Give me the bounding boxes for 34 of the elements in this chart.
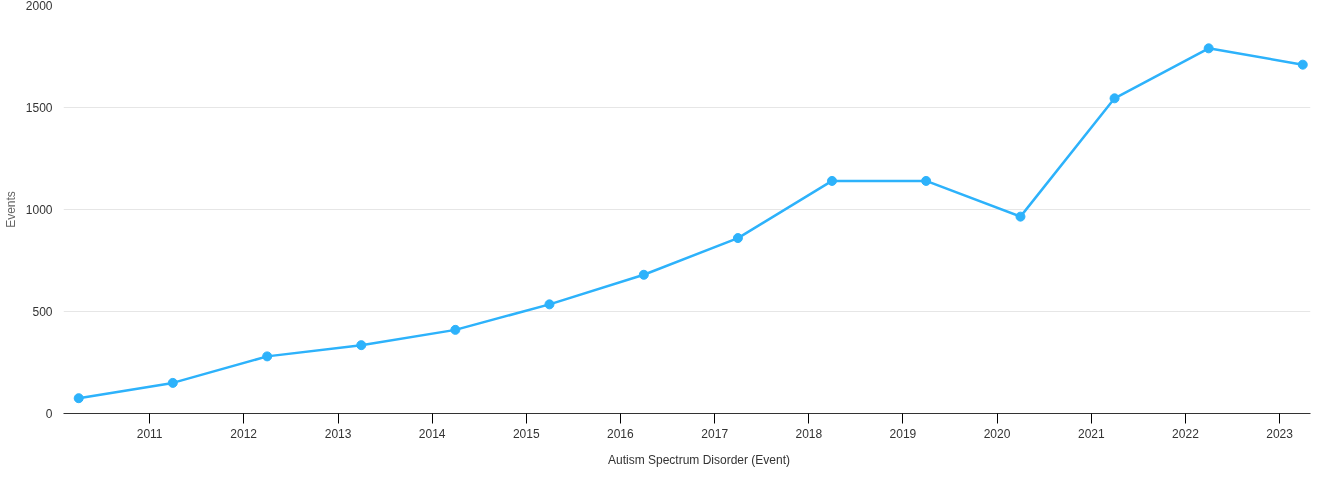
x-tick-label: 2013 bbox=[324, 426, 352, 441]
x-tick-label: 2021 bbox=[1078, 426, 1106, 441]
point bbox=[544, 299, 555, 310]
point bbox=[356, 340, 367, 351]
y-tick-label: 1000 bbox=[25, 203, 53, 217]
x-tick-label: 2018 bbox=[795, 426, 823, 441]
y-tick-label: 500 bbox=[32, 305, 53, 319]
x-tick-label: 2017 bbox=[701, 426, 729, 441]
point bbox=[262, 351, 273, 362]
x-tick-label: 2014 bbox=[418, 426, 446, 441]
y-tick-label: 2000 bbox=[25, 0, 53, 13]
x-tick-label: 2011 bbox=[136, 426, 163, 441]
x-tick-label: 2012 bbox=[230, 426, 258, 441]
point bbox=[1015, 211, 1026, 222]
point bbox=[921, 175, 932, 186]
x-tick-label: 2015 bbox=[512, 426, 540, 441]
point bbox=[827, 175, 838, 186]
point bbox=[732, 233, 743, 244]
point bbox=[1203, 43, 1214, 54]
point bbox=[73, 393, 84, 404]
point bbox=[450, 324, 461, 335]
y-tick-label: 1500 bbox=[25, 101, 53, 115]
x-tick-label: 2022 bbox=[1172, 426, 1200, 441]
x-tick-label: 2023 bbox=[1266, 426, 1294, 441]
x-tick-label: 2016 bbox=[607, 426, 635, 441]
x-tick-label: 2019 bbox=[889, 426, 917, 441]
point bbox=[167, 377, 178, 388]
x-tick-label: 2020 bbox=[983, 426, 1011, 441]
point bbox=[638, 269, 649, 280]
point bbox=[1297, 59, 1308, 70]
point bbox=[1109, 93, 1120, 104]
y-tick-label: 0 bbox=[45, 407, 53, 421]
y-axis-title: Events bbox=[3, 191, 18, 228]
text: Autism Spectrum Disorder (Event) bbox=[607, 453, 791, 467]
